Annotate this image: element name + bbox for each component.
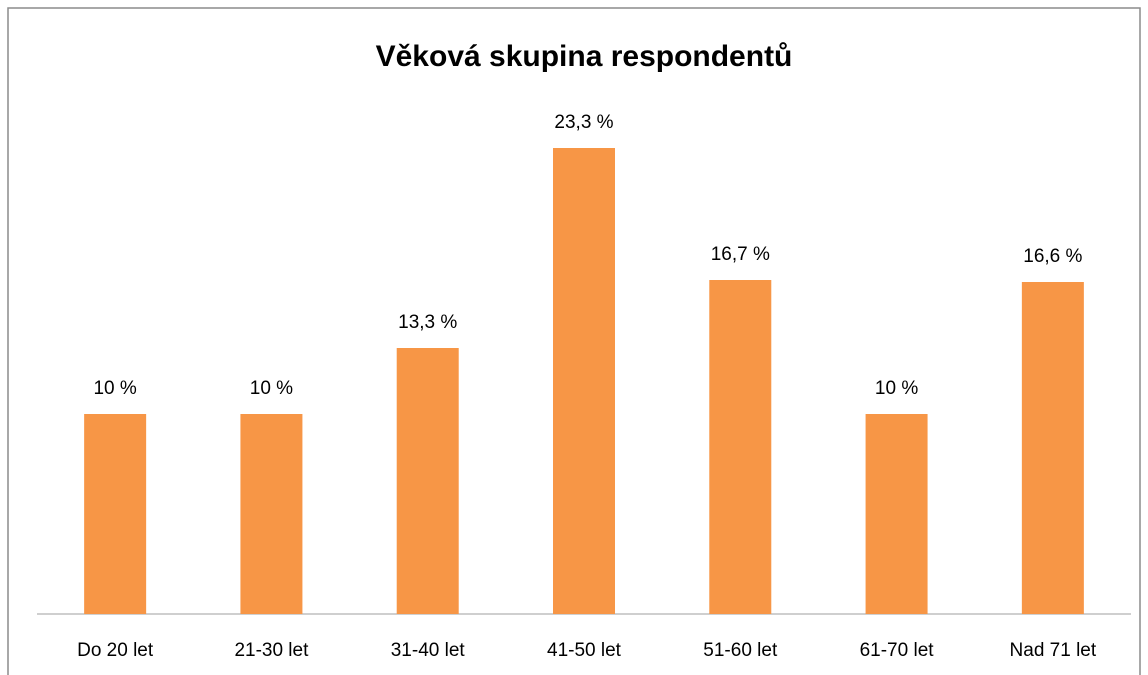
bar xyxy=(709,280,772,614)
chart-title: Věková skupina respondentů xyxy=(376,40,793,73)
bar xyxy=(865,414,928,614)
value-label: 16,7 % xyxy=(711,244,770,265)
chart-frame xyxy=(7,7,1141,675)
x-tick-label: 31-40 let xyxy=(391,640,466,661)
x-tick-label: 41-50 let xyxy=(547,640,622,661)
x-tick-label: 61-70 let xyxy=(860,640,935,661)
bar xyxy=(84,414,147,614)
bar xyxy=(396,348,459,614)
x-tick-label: 21-30 let xyxy=(234,640,309,661)
value-label: 10 % xyxy=(250,378,293,399)
bar xyxy=(240,414,303,614)
value-label: 13,3 % xyxy=(398,312,457,333)
value-label: 16,6 % xyxy=(1023,246,1082,267)
x-tick-label: Nad 71 let xyxy=(1010,640,1097,661)
bar xyxy=(553,148,615,614)
bar xyxy=(1021,282,1084,614)
value-label: 10 % xyxy=(93,378,136,399)
value-label: 23,3 % xyxy=(554,112,613,133)
x-tick-label: Do 20 let xyxy=(77,640,154,661)
x-tick-label: 51-60 let xyxy=(703,640,778,661)
value-label: 10 % xyxy=(875,378,918,399)
